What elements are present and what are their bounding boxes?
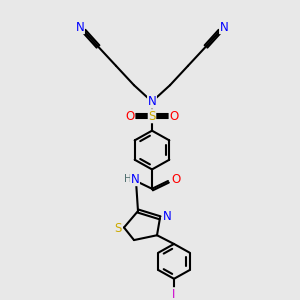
Text: H: H bbox=[124, 174, 132, 184]
Text: S: S bbox=[148, 110, 156, 123]
Text: O: O bbox=[125, 110, 135, 123]
Text: O: O bbox=[171, 172, 181, 186]
Text: N: N bbox=[130, 172, 140, 186]
Text: O: O bbox=[169, 110, 178, 123]
Text: N: N bbox=[220, 21, 228, 34]
Text: N: N bbox=[163, 210, 171, 223]
Text: I: I bbox=[172, 288, 176, 300]
Text: N: N bbox=[76, 21, 84, 34]
Text: N: N bbox=[148, 95, 156, 108]
Text: S: S bbox=[114, 222, 122, 235]
